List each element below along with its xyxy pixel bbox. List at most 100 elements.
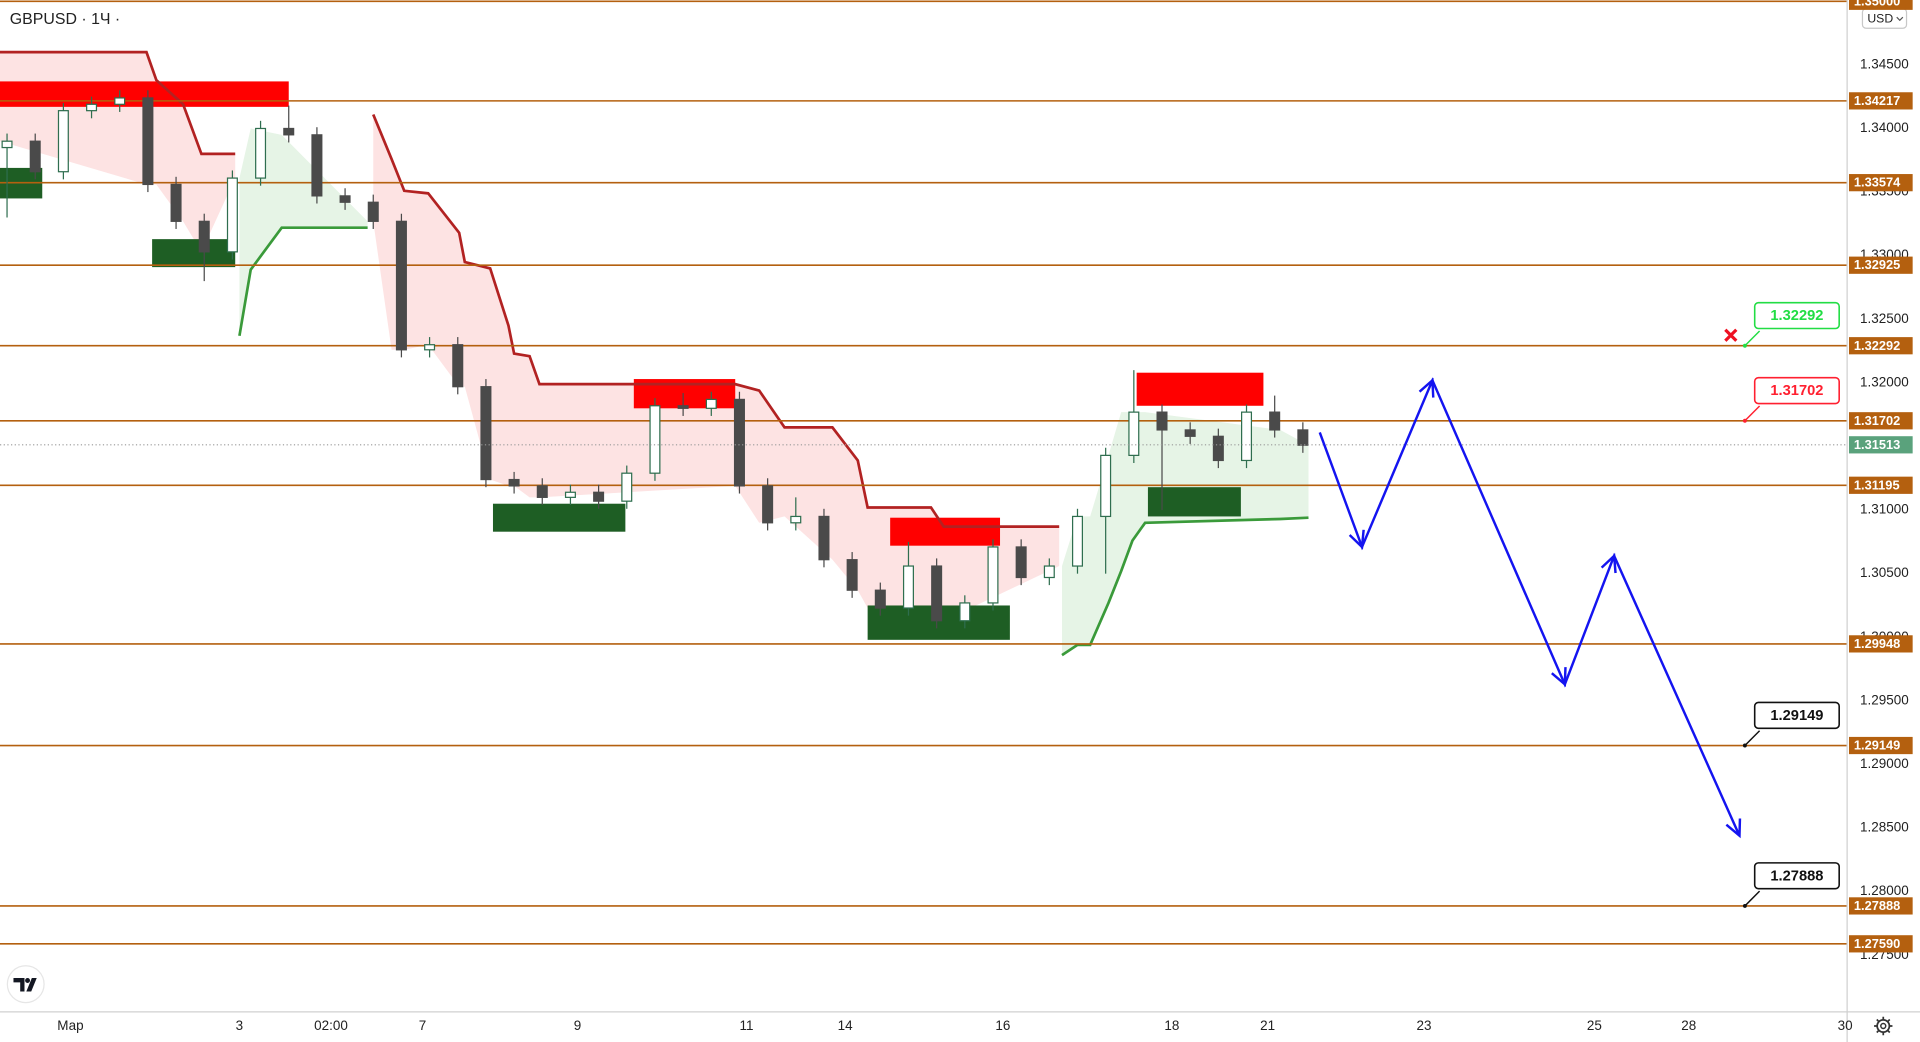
zone (492, 503, 626, 532)
x-tick-label: 18 (1164, 1018, 1179, 1033)
candle-body (564, 491, 576, 498)
y-tick-label: 1.28500 (1860, 820, 1909, 835)
last-price-label: 1.31513 (1854, 437, 1900, 452)
candle-body (649, 405, 661, 474)
cancel-mark (1724, 328, 1738, 342)
candle-body (1297, 429, 1309, 446)
candle-body (395, 220, 407, 351)
x-tick-label: 21 (1260, 1018, 1275, 1033)
y-tick-label: 1.32500 (1860, 311, 1909, 326)
callout-pointer (1744, 405, 1761, 422)
candle-body (790, 515, 802, 524)
level-label: 1.31702 (1854, 413, 1900, 428)
level-label: 1.31195 (1854, 477, 1900, 492)
zone (152, 239, 236, 268)
candle-body (621, 472, 633, 502)
x-tick-label: 16 (995, 1018, 1010, 1033)
x-tick-label: 9 (574, 1018, 581, 1033)
level-label: 1.33574 (1854, 175, 1901, 190)
trend-band (239, 128, 368, 336)
level-label: 1.32925 (1854, 257, 1900, 272)
tv-logo (6, 965, 45, 1004)
candle-body (874, 589, 886, 609)
projection-arrowhead (1348, 529, 1365, 550)
candle-body (593, 491, 605, 502)
candle-body (198, 220, 210, 253)
candle-body (452, 344, 464, 388)
level-label: 1.32292 (1854, 338, 1900, 353)
projection-arrowhead (1725, 818, 1742, 839)
candle-body (1184, 429, 1196, 437)
callout-box (1753, 701, 1840, 730)
trend-band (1062, 412, 1309, 656)
candle-body (1128, 411, 1140, 456)
settings-gear[interactable] (1874, 1016, 1893, 1036)
y-tick-label: 1.32000 (1860, 374, 1909, 389)
level-label: 1.29149 (1854, 738, 1900, 753)
candle-body (255, 127, 267, 179)
level-label: 1.35000 (1854, 0, 1900, 8)
candle-body (367, 201, 379, 222)
y-tick-label: 1.29000 (1860, 756, 1909, 771)
y-tick-label: 1.34500 (1860, 56, 1909, 71)
projection-arrowhead (1418, 377, 1435, 398)
candle-body (1212, 435, 1224, 462)
level-label-bg (1848, 476, 1913, 494)
chart-title: GBPUSD · 1Ч · (10, 11, 120, 28)
level-label-bg (1848, 897, 1913, 915)
y-tick-label: 1.30500 (1860, 565, 1909, 580)
currency[interactable]: USD (1867, 11, 1893, 25)
candle-body (959, 602, 971, 622)
callout-label: 1.27888 (1770, 868, 1823, 884)
candle-body (762, 485, 774, 524)
candle-body (677, 405, 689, 409)
x-tick-label: 7 (419, 1018, 426, 1033)
candle-body (142, 97, 154, 186)
x-tick-label: 11 (740, 1018, 754, 1033)
x-tick-label: 02:00 (314, 1018, 348, 1033)
plot-area (0, 0, 1847, 945)
level-label: 1.27888 (1854, 898, 1900, 913)
x-tick-label: Мар (57, 1018, 83, 1033)
candle-body (1241, 411, 1253, 462)
level-label: 1.34217 (1854, 93, 1900, 108)
callout-box (1753, 376, 1840, 405)
candle-body (339, 195, 351, 203)
callout-anchor (1742, 743, 1747, 748)
candle-body (536, 485, 548, 498)
candle-body (226, 177, 238, 253)
level-label: 1.27590 (1854, 936, 1900, 951)
candle-body (1071, 515, 1084, 567)
dropdown-caret (1896, 16, 1904, 22)
candle-body (705, 398, 717, 409)
x-tick-label: 25 (1587, 1018, 1602, 1033)
y-tick-label: 1.31000 (1860, 502, 1909, 517)
candle-body (480, 386, 492, 481)
candle-body (818, 515, 830, 561)
projection-arrowhead (1551, 667, 1567, 687)
level-label-bg (1848, 256, 1913, 274)
x-tick-label: 14 (838, 1018, 853, 1033)
candle-body (508, 478, 520, 487)
zone (890, 517, 1001, 546)
level-label: 1.29948 (1854, 636, 1900, 651)
level-label-bg (1848, 174, 1913, 192)
candle-body (902, 565, 914, 609)
candle-body (424, 344, 436, 351)
x-tick-label: 3 (236, 1018, 243, 1033)
candle-body (283, 127, 295, 136)
candle-body (1043, 565, 1055, 579)
trend-line (0, 50, 1060, 528)
candle-body (733, 398, 745, 487)
trend-line (238, 226, 1309, 657)
y-tick-label: 1.29500 (1860, 692, 1909, 707)
zone (1147, 487, 1241, 517)
callout-box (1753, 301, 1840, 330)
candle-body (846, 559, 858, 591)
last-price-bg (1848, 436, 1913, 454)
callout-pointer (1744, 330, 1761, 347)
y-tick-label: 1.28000 (1860, 883, 1909, 898)
x-tick-label: 28 (1681, 1018, 1696, 1033)
candle-body (86, 103, 98, 112)
